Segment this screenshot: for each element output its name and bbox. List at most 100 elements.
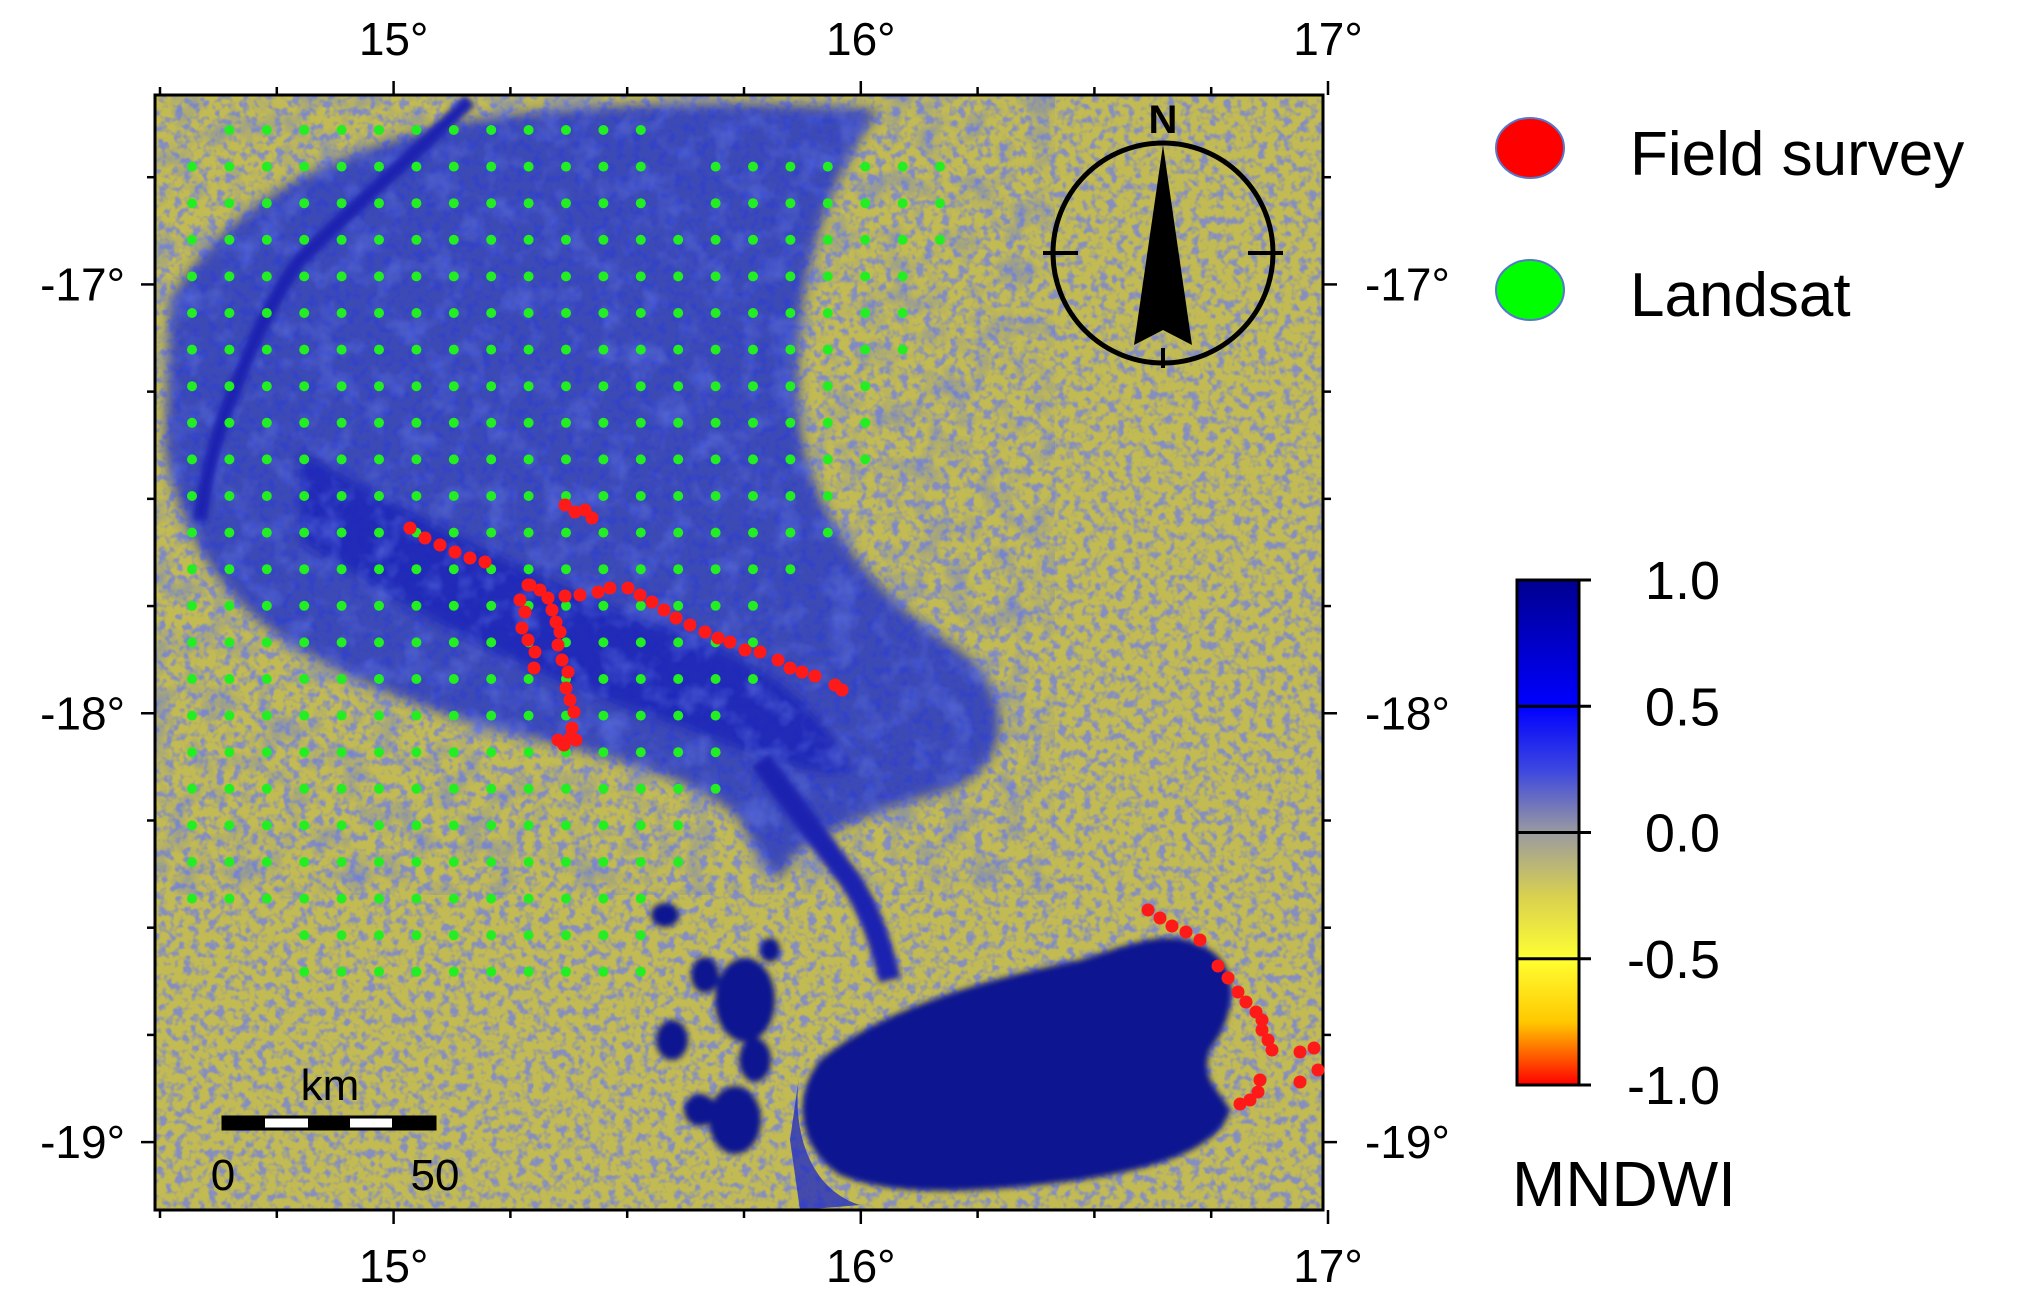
landsat-point: [635, 125, 646, 135]
field-survey-point: [1293, 1045, 1307, 1059]
pans: [651, 903, 780, 1154]
field-survey-point: [1261, 1033, 1275, 1047]
landsat-point: [411, 454, 422, 465]
landsat-point: [673, 747, 684, 758]
landsat-point: [448, 564, 459, 575]
landsat-point: [411, 125, 422, 135]
landsat-point: [261, 710, 272, 721]
landsat-point: [523, 930, 534, 941]
landsat-point: [748, 454, 758, 465]
landsat-point: [336, 381, 347, 392]
landsat-point: [785, 344, 796, 355]
landsat-point: [710, 783, 721, 794]
landsat-point: [261, 674, 272, 684]
landsat-point: [710, 454, 721, 465]
landsat-point: [187, 161, 197, 172]
scale-segment: [308, 1117, 350, 1129]
landsat-point: [635, 710, 646, 721]
landsat-point: [598, 125, 609, 135]
landsat-point: [598, 417, 609, 428]
field-survey-point: [555, 653, 569, 667]
field-survey-point: [418, 531, 432, 545]
landsat-point: [635, 271, 646, 282]
landsat-point: [336, 893, 347, 904]
field-survey-point: [515, 621, 529, 635]
landsat-point: [336, 198, 347, 209]
field-survey-point: [603, 581, 617, 595]
landsat-point: [673, 820, 684, 831]
landsat-point: [336, 271, 347, 282]
landsat-point: [486, 893, 497, 904]
field-survey-point: [771, 653, 785, 667]
landsat-point: [411, 564, 422, 575]
landsat-points: [187, 125, 945, 977]
landsat-point: [598, 161, 609, 172]
landsat-point: [336, 491, 347, 501]
field-survey-point: [1179, 925, 1193, 939]
landsat-point: [224, 308, 235, 318]
landsat-point: [299, 381, 310, 392]
x-tick-label-bottom: 15°: [359, 1240, 429, 1292]
landsat-point: [635, 344, 646, 355]
landsat-point: [897, 271, 908, 282]
y-tick-label-left: -19°: [40, 1116, 125, 1168]
landsat-point: [411, 966, 422, 977]
landsat-point: [411, 198, 422, 209]
landsat-point: [748, 198, 758, 209]
field-survey-point: [559, 681, 573, 695]
landsat-point: [523, 820, 534, 831]
field-survey-point: [1141, 903, 1155, 917]
y-tick-label-left: -17°: [40, 258, 125, 310]
landsat-point: [224, 564, 235, 575]
landsat-point: [561, 125, 571, 135]
landsat-point: [336, 674, 347, 684]
landsat-point: [224, 381, 235, 392]
landsat-point: [635, 417, 646, 428]
colorbar-tick-label: -0.5: [1627, 930, 1720, 990]
landsat-point: [411, 344, 422, 355]
landsat-point: [822, 454, 833, 465]
landsat-point: [187, 893, 197, 904]
landsat-point: [897, 161, 908, 172]
field-survey-point: [585, 511, 599, 525]
landsat-point: [785, 564, 796, 575]
landsat-point: [598, 893, 609, 904]
landsat-point: [374, 491, 384, 501]
landsat-point: [635, 893, 646, 904]
landsat-point: [598, 966, 609, 977]
landsat-point: [635, 308, 646, 318]
landsat-point: [635, 564, 646, 575]
landsat-point: [897, 344, 908, 355]
landsat-point: [523, 234, 534, 245]
axis-labels: 15° 15° 16° 16° 17° 17° -17° -17° -18° -18° -19° -1…: [40, 13, 1450, 1292]
landsat-point: [673, 234, 684, 245]
field-survey-point: [528, 645, 542, 659]
landsat-point: [748, 344, 758, 355]
river-channel: [193, 95, 475, 521]
landsat-point: [261, 820, 272, 831]
landsat-point: [187, 564, 197, 575]
field-survey-point: [1253, 1073, 1267, 1087]
landsat-point: [299, 893, 310, 904]
landsat-point: [598, 198, 609, 209]
field-survey-point: [783, 661, 797, 675]
landsat-point: [598, 344, 609, 355]
landsat-point: [561, 491, 571, 501]
landsat-point: [299, 198, 310, 209]
colorbar-ticks: 1.0 0.5 0.0 -0.5 -1.0: [1517, 551, 1720, 1116]
landsat-point: [411, 820, 422, 831]
landsat-point: [261, 125, 272, 135]
field-survey-marker-icon: [1495, 117, 1565, 179]
colorbar-tick-label: 1.0: [1645, 551, 1720, 611]
landsat-point: [598, 820, 609, 831]
landsat-point: [822, 491, 833, 501]
landsat-point: [673, 381, 684, 392]
field-survey-point: [1231, 985, 1245, 999]
field-survey-point: [1243, 1093, 1257, 1107]
field-survey-point: [723, 635, 737, 649]
landsat-point: [411, 637, 422, 648]
landsat-point: [561, 966, 571, 977]
landsat-point: [448, 966, 459, 977]
y-tick-label-left: -18°: [40, 687, 125, 739]
